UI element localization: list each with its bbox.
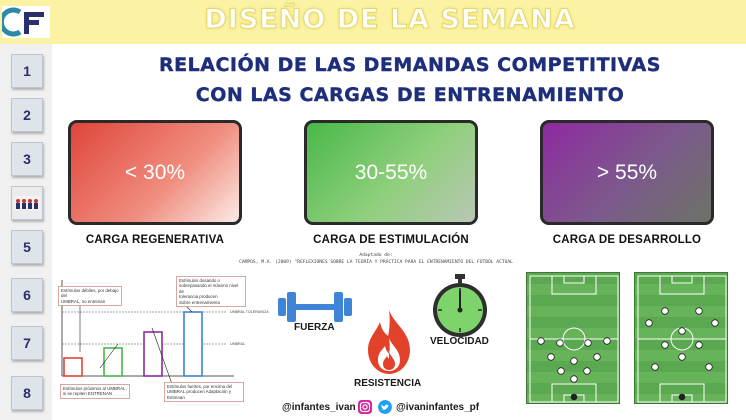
mini-bar-3 xyxy=(143,331,163,377)
main-title-line-2: CON LAS CARGAS DE ENTRENAMIENTO xyxy=(195,84,625,106)
nav-button-8[interactable]: 8 xyxy=(11,376,43,410)
dumbbell-icon xyxy=(278,292,352,322)
nav-button-4[interactable] xyxy=(11,186,43,220)
nav-button-3[interactable]: 3 xyxy=(11,142,43,176)
mini-bar-2 xyxy=(103,347,123,377)
stopwatch-icon xyxy=(433,274,487,337)
mini-bar-1 xyxy=(63,357,83,377)
main-title: RELACIÓN DE LAS DEMANDAS COMPETITIVAS CO… xyxy=(100,50,720,110)
card-development: > 55% xyxy=(540,120,714,225)
note-weak: Estímulos débiles, por debajo del UMBRAL… xyxy=(58,286,122,307)
nav-button-7[interactable]: 7 xyxy=(11,326,43,360)
label-regenerative: CARGA REGENERATIVA xyxy=(85,234,225,246)
nav-button-2[interactable]: 2 xyxy=(11,98,43,132)
slide-nav-rail: 1 2 3 5 6 7 8 xyxy=(0,44,52,420)
note-connector-2 xyxy=(99,343,119,369)
note-strong: Estímulos fuertes, por encima del UMBRAL… xyxy=(164,382,244,403)
mini-bars xyxy=(63,311,203,377)
header-band: DISEÑO DE LA SEMANA xyxy=(0,0,746,44)
mini-bar-4 xyxy=(183,311,203,377)
note-near-threshold: Estímulos próximos al UMBRAL, si se repi… xyxy=(60,384,130,399)
threshold-chart: UMBRAL TOLERANCIA UMBRAL Estímulos débil… xyxy=(54,272,276,412)
nav-button-6[interactable]: 6 xyxy=(11,278,43,312)
citation-line-1: Adaptado de: xyxy=(359,253,393,258)
threshold-line-label: UMBRAL xyxy=(230,342,245,346)
football-field-left xyxy=(526,272,620,404)
citation: Adaptado de: CAMPOS, M.A. (2009) "REFLEX… xyxy=(226,252,526,266)
label-strength: FUERZA xyxy=(294,322,335,333)
tolerance-line-label: UMBRAL TOLERANCIA xyxy=(230,310,269,314)
main-title-line-1: RELACIÓN DE LAS DEMANDAS COMPETITIVAS xyxy=(159,54,661,76)
note-connector-4 xyxy=(151,327,173,385)
label-development: CARGA DE DESARROLLO xyxy=(552,234,702,246)
twitter-handle[interactable]: @ivaninfantes_pf xyxy=(396,402,480,413)
label-speed: VELOCIDAD xyxy=(430,336,489,347)
nav-button-5[interactable]: 5 xyxy=(11,230,43,264)
label-endurance: RESISTENCIA xyxy=(354,378,422,389)
instagram-handle[interactable]: @infantes_ivan xyxy=(282,402,356,413)
nav-button-1[interactable]: 1 xyxy=(11,54,43,88)
card-stimulation: 30-55% xyxy=(304,120,478,225)
twitter-icon[interactable] xyxy=(378,400,392,414)
football-field-right xyxy=(634,272,728,404)
label-stimulation: CARGA DE ESTIMULACIÓN xyxy=(313,234,469,246)
card-regenerative: < 30% xyxy=(68,120,242,225)
flame-icon xyxy=(368,310,410,374)
team-thumbnail-icon xyxy=(14,196,40,210)
citation-line-2: CAMPOS, M.A. (2009) "REFLEXIONES SOBRE L… xyxy=(239,260,513,265)
threshold-chart-svg: UMBRAL TOLERANCIA UMBRAL xyxy=(61,280,269,385)
instagram-icon[interactable] xyxy=(358,400,372,414)
note-overtraining: Estímulos dosando o sobrepasando el máxi… xyxy=(176,276,246,308)
cf-logo xyxy=(2,6,50,38)
banner-title: DISEÑO DE LA SEMANA xyxy=(204,4,576,36)
